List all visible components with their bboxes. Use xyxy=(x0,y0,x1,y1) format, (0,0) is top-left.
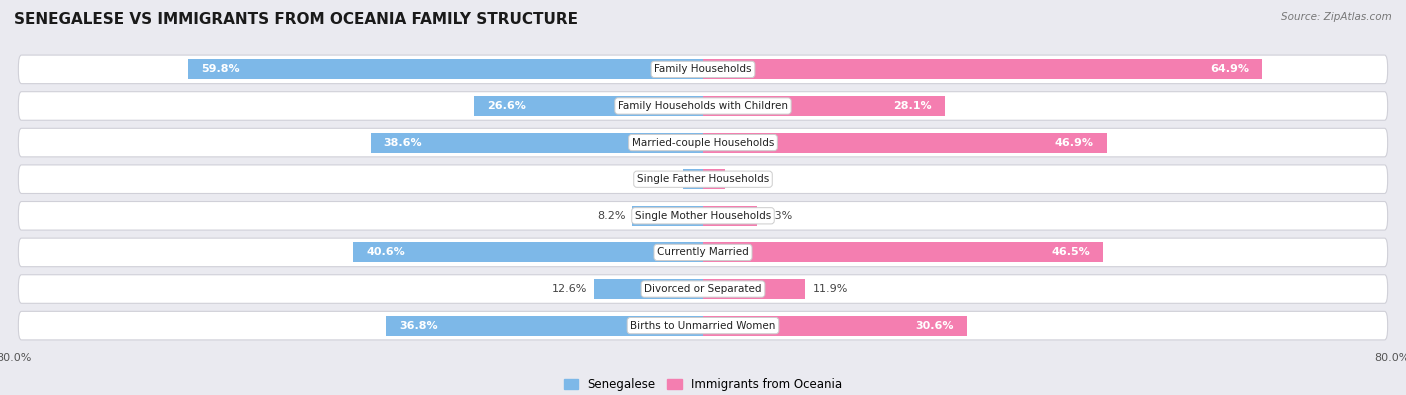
Text: 36.8%: 36.8% xyxy=(399,321,437,331)
Text: Family Households with Children: Family Households with Children xyxy=(619,101,787,111)
FancyBboxPatch shape xyxy=(18,92,1388,120)
Bar xyxy=(703,279,806,299)
Bar xyxy=(188,59,703,79)
Text: SENEGALESE VS IMMIGRANTS FROM OCEANIA FAMILY STRUCTURE: SENEGALESE VS IMMIGRANTS FROM OCEANIA FA… xyxy=(14,12,578,27)
Text: 64.9%: 64.9% xyxy=(1211,64,1249,74)
Text: Births to Unmarried Women: Births to Unmarried Women xyxy=(630,321,776,331)
Bar xyxy=(683,169,703,189)
Bar xyxy=(595,279,703,299)
Text: 11.9%: 11.9% xyxy=(813,284,848,294)
Text: Family Households: Family Households xyxy=(654,64,752,74)
Text: 28.1%: 28.1% xyxy=(893,101,932,111)
Text: 59.8%: 59.8% xyxy=(201,64,239,74)
Bar xyxy=(703,132,1107,152)
Text: Single Father Households: Single Father Households xyxy=(637,174,769,184)
Bar xyxy=(633,206,703,226)
Text: 26.6%: 26.6% xyxy=(486,101,526,111)
FancyBboxPatch shape xyxy=(18,238,1388,267)
Text: 8.2%: 8.2% xyxy=(598,211,626,221)
Text: 12.6%: 12.6% xyxy=(553,284,588,294)
Text: Currently Married: Currently Married xyxy=(657,247,749,258)
Bar xyxy=(703,316,966,336)
Text: 2.5%: 2.5% xyxy=(731,174,759,184)
FancyBboxPatch shape xyxy=(18,128,1388,157)
FancyBboxPatch shape xyxy=(18,275,1388,303)
Text: 40.6%: 40.6% xyxy=(367,247,405,258)
Text: Single Mother Households: Single Mother Households xyxy=(636,211,770,221)
Text: 30.6%: 30.6% xyxy=(915,321,953,331)
FancyBboxPatch shape xyxy=(18,55,1388,84)
Bar xyxy=(703,96,945,116)
Legend: Senegalese, Immigrants from Oceania: Senegalese, Immigrants from Oceania xyxy=(560,373,846,395)
Text: Source: ZipAtlas.com: Source: ZipAtlas.com xyxy=(1281,12,1392,22)
FancyBboxPatch shape xyxy=(18,165,1388,194)
Bar xyxy=(353,243,703,263)
Text: 46.9%: 46.9% xyxy=(1054,137,1094,148)
Bar xyxy=(474,96,703,116)
Text: 6.3%: 6.3% xyxy=(763,211,793,221)
Text: Married-couple Households: Married-couple Households xyxy=(631,137,775,148)
Text: 2.3%: 2.3% xyxy=(648,174,676,184)
Bar xyxy=(703,169,724,189)
Text: 46.5%: 46.5% xyxy=(1052,247,1091,258)
Bar xyxy=(703,59,1263,79)
Text: 38.6%: 38.6% xyxy=(384,137,422,148)
Bar xyxy=(371,132,703,152)
FancyBboxPatch shape xyxy=(18,311,1388,340)
Bar xyxy=(387,316,703,336)
FancyBboxPatch shape xyxy=(18,201,1388,230)
Bar xyxy=(703,243,1104,263)
Text: Divorced or Separated: Divorced or Separated xyxy=(644,284,762,294)
Bar xyxy=(703,206,758,226)
